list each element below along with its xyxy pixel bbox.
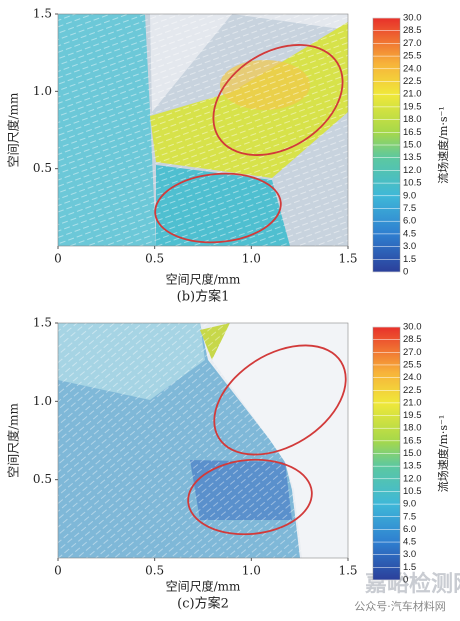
colorbar-tick-label: 24.0 bbox=[403, 63, 422, 74]
colorbar-tick-label: 7.5 bbox=[403, 203, 416, 214]
colorbar-tick-label: 15.0 bbox=[403, 140, 422, 151]
plot-frame bbox=[57, 322, 349, 559]
colorbar-tick-label: 9.0 bbox=[403, 190, 416, 201]
colorbar-label: 流场速度/m·s⁻¹ bbox=[436, 106, 450, 184]
x-tick-label: 0 bbox=[54, 564, 62, 578]
colorbar-tick-label: 19.5 bbox=[403, 101, 422, 112]
x-tick-label: 1.0 bbox=[242, 252, 261, 266]
watermark: 公众号·汽车材料网 bbox=[354, 599, 446, 613]
x-tick-label: 1.5 bbox=[338, 252, 357, 266]
colorbar-tick-label: 13.5 bbox=[403, 152, 422, 163]
colorbar-tick-label: 10.5 bbox=[403, 486, 422, 497]
colorbar-tick-label: 12.0 bbox=[403, 473, 422, 484]
colorbar-tick-label: 9.0 bbox=[403, 499, 416, 510]
colorbar-tick-label: 28.5 bbox=[403, 334, 422, 345]
flow-field bbox=[58, 14, 348, 246]
colorbar-tick-label: 24.0 bbox=[403, 372, 422, 383]
colorbar-tick-label: 1.5 bbox=[403, 254, 416, 265]
colorbar-tick-label: 3.0 bbox=[403, 241, 416, 252]
colorbar-tick-label: 6.0 bbox=[403, 524, 416, 535]
colorbar-tick-label: 28.5 bbox=[403, 25, 422, 36]
colorbar-tick-label: 22.5 bbox=[403, 385, 422, 396]
colorbar-tick-label: 0 bbox=[403, 575, 408, 586]
y-tick-label: 1.0 bbox=[33, 394, 52, 408]
colorbar-tick-label: 16.5 bbox=[403, 435, 422, 446]
x-tick-label: 0.5 bbox=[145, 564, 164, 578]
colorbar-tick-label: 3.0 bbox=[403, 549, 416, 560]
colorbar-tick-label: 18.0 bbox=[403, 114, 422, 125]
x-axis-label: 空间尺度/mm bbox=[166, 272, 241, 287]
colorbar-tick-label: 30.0 bbox=[403, 322, 422, 333]
y-axis-label: 空间尺度/mm bbox=[6, 92, 21, 167]
plot-frame bbox=[57, 13, 349, 247]
y-tick-label: 1.5 bbox=[33, 7, 52, 21]
x-tick-label: 0 bbox=[54, 252, 62, 266]
colorbar-tick-label: 27.0 bbox=[403, 38, 422, 49]
colorbar-label: 流场速度/m·s⁻¹ bbox=[436, 415, 450, 493]
colorbar-tick-label: 0 bbox=[403, 267, 408, 278]
colorbar-tick-label: 1.5 bbox=[403, 562, 416, 573]
colorbar-tick-label: 16.5 bbox=[403, 127, 422, 138]
colorbar-tick-label: 7.5 bbox=[403, 511, 416, 522]
y-axis-label: 空间尺度/mm bbox=[6, 402, 21, 477]
x-tick-label: 1.0 bbox=[242, 564, 261, 578]
colorbar-tick-label: 27.0 bbox=[403, 347, 422, 358]
colorbar-tick-label: 25.5 bbox=[403, 359, 422, 370]
colorbar-tick-label: 21.0 bbox=[403, 89, 422, 100]
y-tick-label: 0.5 bbox=[33, 472, 52, 486]
colorbar-tick-label: 12.0 bbox=[403, 165, 422, 176]
colorbar-tick-label: 18.0 bbox=[403, 423, 422, 434]
flow-field bbox=[58, 323, 348, 558]
x-tick-label: 0.5 bbox=[145, 252, 164, 266]
colorbar-tick-label: 30.0 bbox=[403, 13, 422, 24]
colorbar-tick-label: 21.0 bbox=[403, 397, 422, 408]
colorbar-tick-label: 10.5 bbox=[403, 178, 422, 189]
caption: (c)方案2 bbox=[177, 596, 229, 612]
colorbar-tick-label: 4.5 bbox=[403, 537, 416, 548]
y-tick-label: 0.5 bbox=[33, 161, 52, 175]
x-tick-label: 1.5 bbox=[338, 564, 357, 578]
colorbar-tick-label: 19.5 bbox=[403, 410, 422, 421]
caption: (b)方案1 bbox=[177, 289, 230, 305]
y-tick-label: 1.0 bbox=[33, 84, 52, 98]
colorbar-tick-label: 6.0 bbox=[403, 216, 416, 227]
y-tick-label: 1.5 bbox=[33, 316, 52, 330]
colorbar-tick-label: 15.0 bbox=[403, 448, 422, 459]
colorbar-tick-label: 13.5 bbox=[403, 461, 422, 472]
colorbar-tick-label: 4.5 bbox=[403, 228, 416, 239]
colorbar-tick-label: 25.5 bbox=[403, 51, 422, 62]
colorbar-tick-label: 22.5 bbox=[403, 76, 422, 87]
x-axis-label: 空间尺度/mm bbox=[166, 579, 241, 594]
